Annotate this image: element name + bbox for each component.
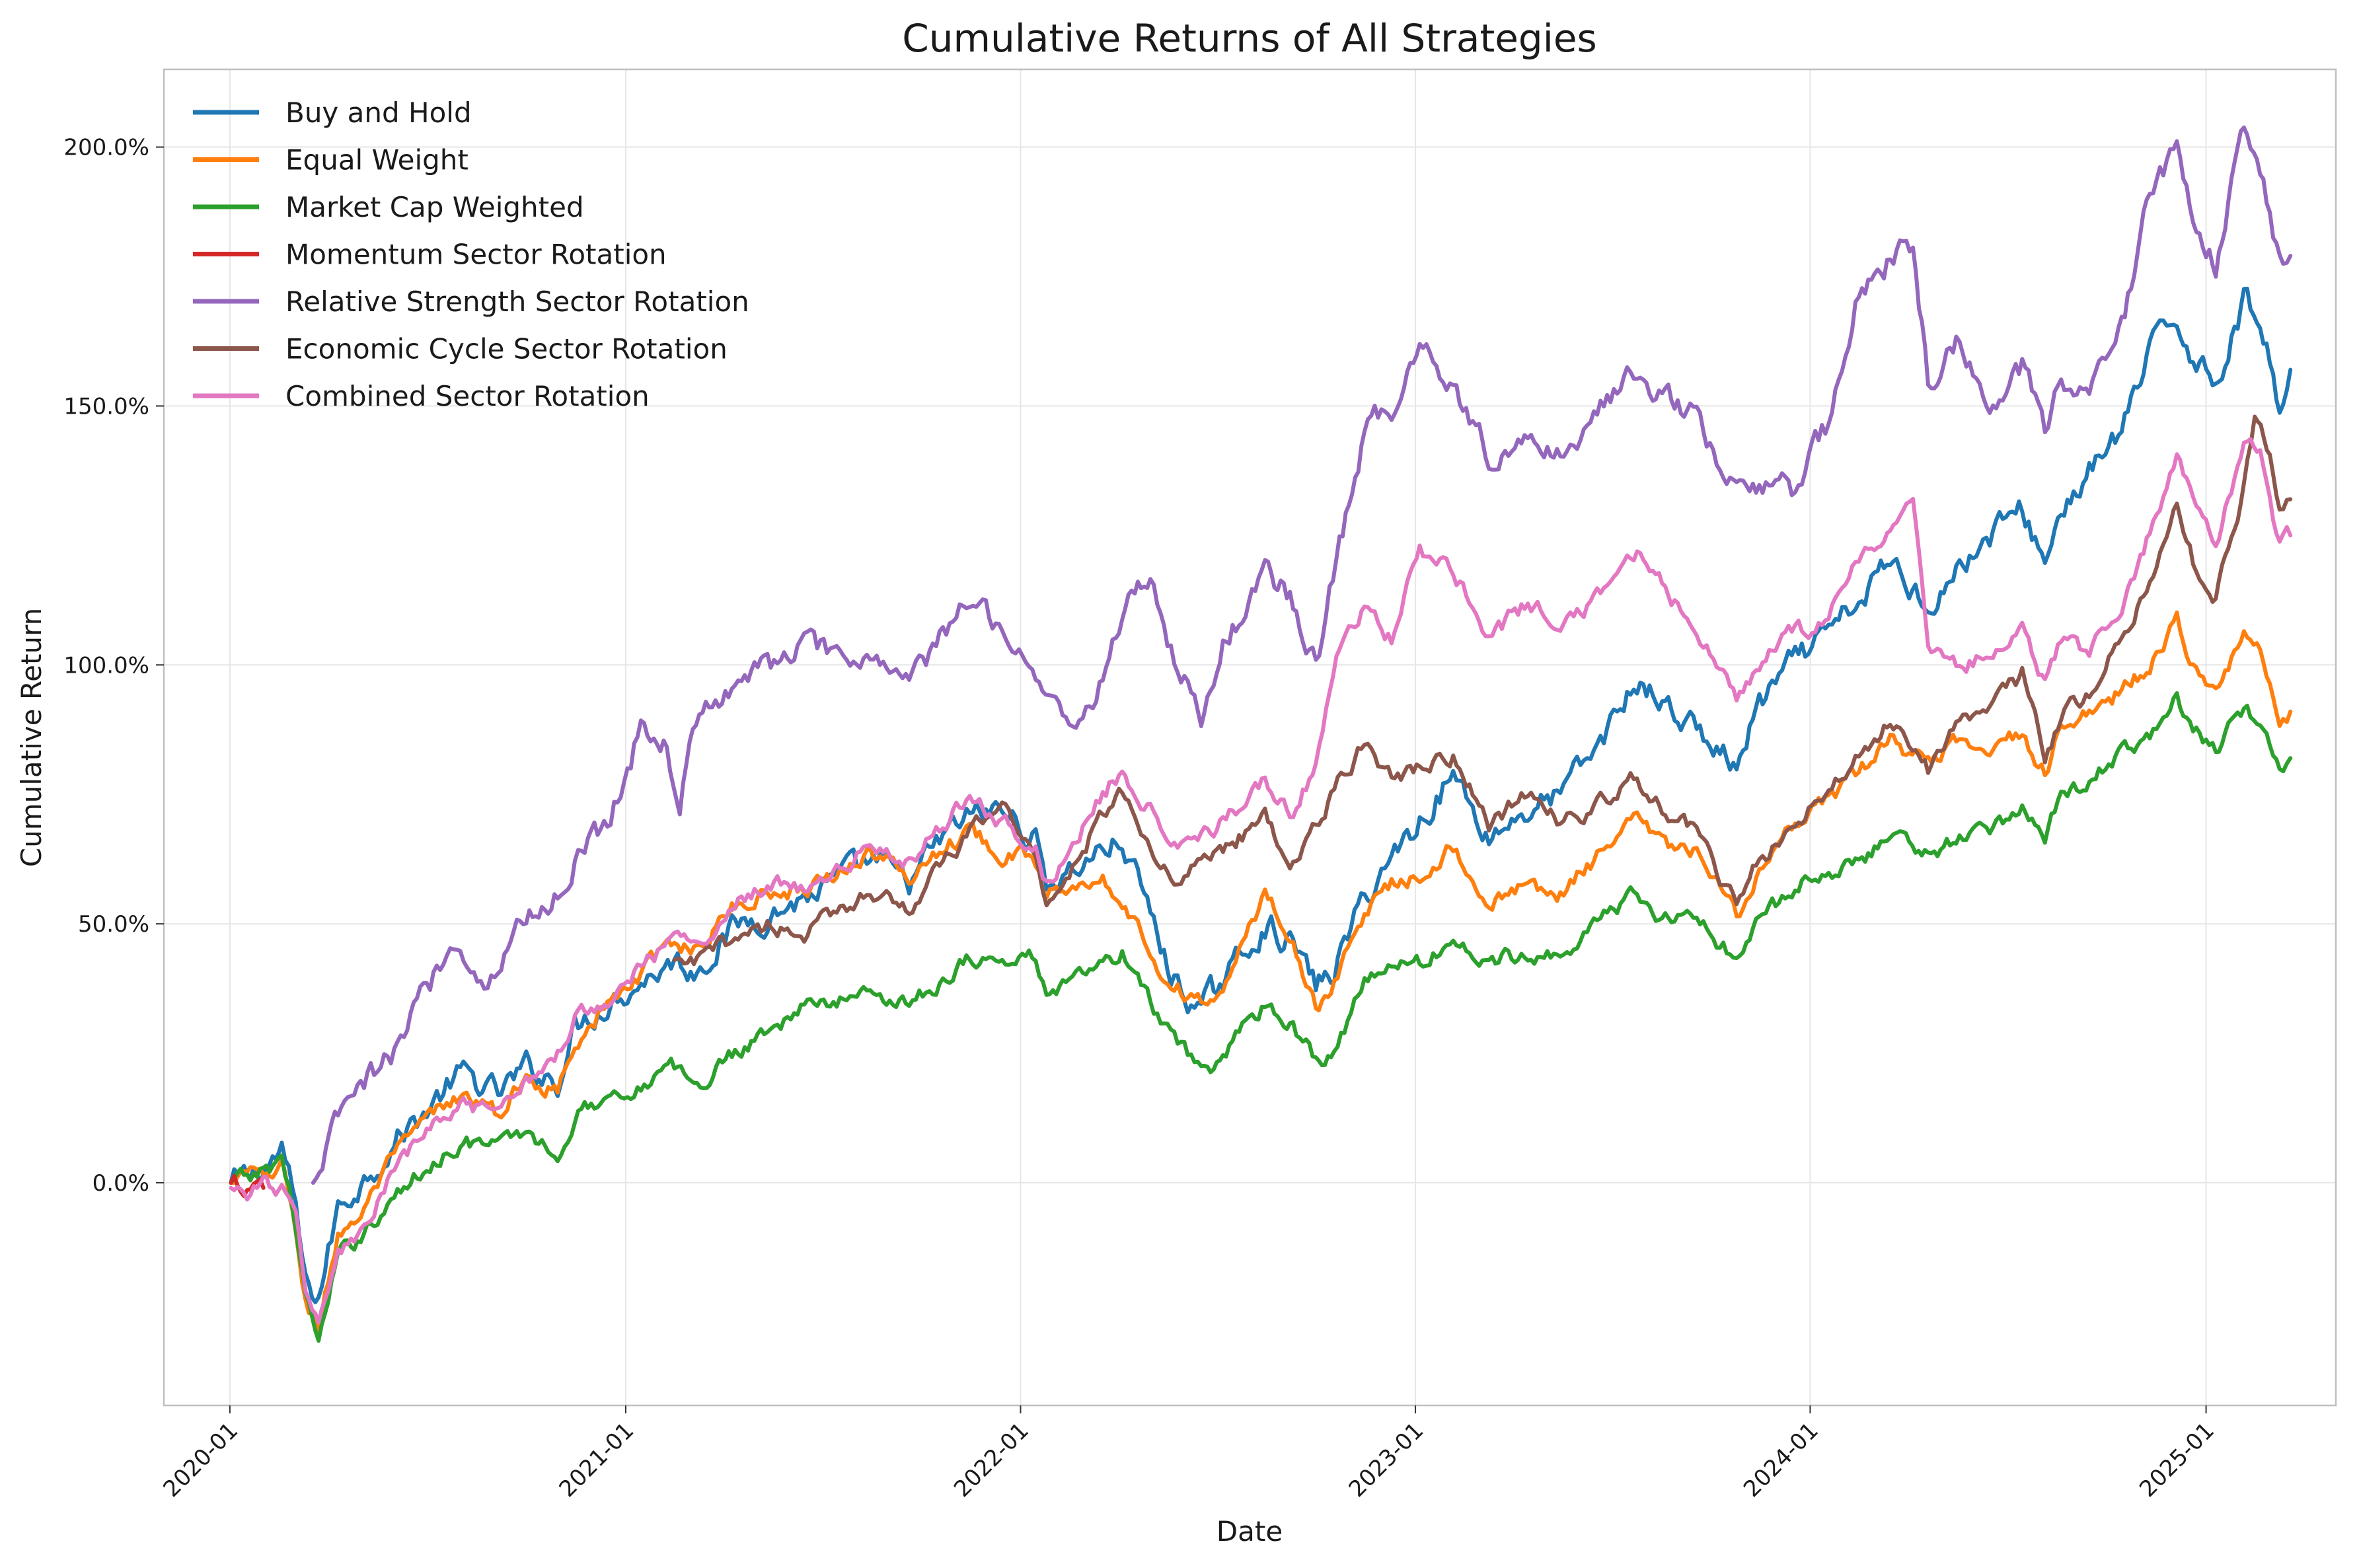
y-tick-label: 150.0%: [63, 393, 149, 420]
legend-label: Buy and Hold: [285, 96, 472, 129]
series-line-relative-strength-sector-rotation: [311, 125, 2293, 1185]
x-tick-label: 2020-01: [158, 1417, 243, 1503]
x-tick-label: 2023-01: [1344, 1417, 1429, 1503]
y-tick-label: 100.0%: [63, 652, 149, 679]
legend-label: Market Cap Weighted: [285, 191, 584, 223]
series-line-equal-weight: [229, 610, 2293, 1335]
x-tick-label: 2024-01: [1739, 1417, 1824, 1503]
legend-label: Momentum Sector Rotation: [285, 239, 667, 271]
y-tick-label: 50.0%: [78, 911, 149, 938]
series-line-combined-sector-rotation: [229, 437, 2293, 1325]
x-tick-label: 2025-01: [2134, 1417, 2220, 1503]
chart-title: Cumulative Returns of All Strategies: [902, 16, 1596, 61]
legend-label: Economic Cycle Sector Rotation: [285, 333, 728, 365]
series-layer: [229, 125, 2293, 1343]
series-line-buy-and-hold: [229, 286, 2293, 1304]
y-tick-label: 0.0%: [93, 1170, 149, 1197]
x-tick-label: 2021-01: [554, 1417, 640, 1503]
series-line-market-cap-weighted: [229, 691, 2293, 1343]
series-line-economic-cycle-sector-rotation: [672, 414, 2293, 967]
x-tick-label: 2022-01: [949, 1417, 1034, 1503]
series-line-momentum-sector-rotation: [229, 1174, 266, 1199]
y-axis-label: Cumulative Return: [15, 608, 48, 867]
legend: Buy and Hold Equal Weight Market Cap Weigh…: [193, 96, 749, 412]
legend-label: Equal Weight: [285, 144, 468, 176]
y-tick-label: 200.0%: [63, 135, 149, 161]
plot-area-frame: [163, 68, 2337, 1407]
legend-label: Relative Strength Sector Rotation: [285, 285, 749, 318]
x-axis-label: Date: [1217, 1515, 1283, 1548]
legend-label: Combined Sector Rotation: [285, 380, 650, 412]
